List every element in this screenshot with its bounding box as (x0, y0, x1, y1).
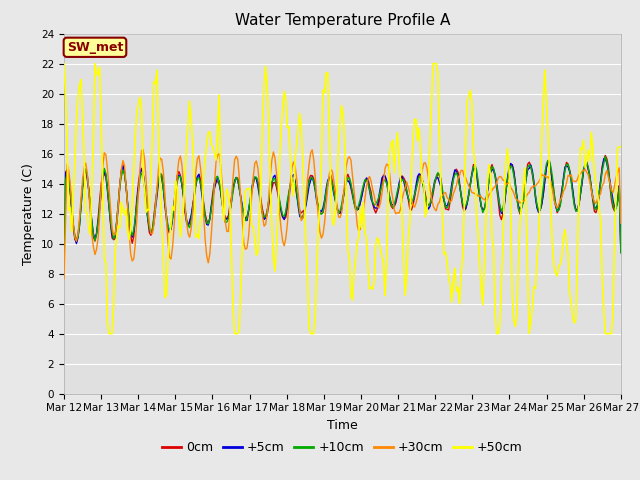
0cm (226, 202, 234, 208)
Line: +5cm: +5cm (64, 158, 621, 249)
+30cm (305, 161, 313, 167)
+5cm (226, 208, 234, 214)
+30cm (588, 188, 595, 193)
+10cm (602, 154, 609, 159)
+30cm (140, 147, 147, 153)
+50cm (130, 168, 138, 173)
+5cm (244, 208, 252, 214)
Line: 0cm: 0cm (64, 156, 621, 252)
+5cm (254, 183, 262, 189)
+5cm (303, 193, 311, 199)
0cm (129, 240, 136, 246)
0cm (602, 153, 609, 158)
0cm (244, 207, 252, 213)
+50cm (228, 253, 236, 259)
+5cm (129, 234, 136, 240)
0cm (617, 249, 625, 254)
Line: +10cm: +10cm (64, 156, 621, 253)
+30cm (246, 213, 254, 219)
0cm (254, 180, 262, 186)
+10cm (244, 207, 252, 213)
+30cm (255, 181, 263, 187)
Line: +50cm: +50cm (64, 63, 621, 334)
+10cm (226, 208, 234, 214)
Title: Water Temperature Profile A: Water Temperature Profile A (235, 13, 450, 28)
Y-axis label: Temperature (C): Temperature (C) (22, 163, 35, 264)
+10cm (254, 178, 262, 184)
+50cm (246, 187, 254, 193)
+50cm (105, 331, 113, 336)
+10cm (60, 250, 68, 256)
0cm (303, 190, 311, 195)
+10cm (586, 174, 594, 180)
+30cm (228, 195, 236, 201)
+5cm (602, 156, 609, 161)
+10cm (617, 250, 625, 256)
X-axis label: Time: Time (327, 419, 358, 432)
+50cm (255, 212, 263, 217)
+5cm (617, 246, 625, 252)
+10cm (129, 232, 136, 238)
+50cm (588, 129, 595, 135)
+5cm (60, 245, 68, 251)
0cm (586, 172, 594, 178)
+50cm (60, 60, 68, 66)
Line: +30cm: +30cm (64, 150, 621, 279)
Text: SW_met: SW_met (67, 41, 123, 54)
+50cm (617, 144, 625, 149)
+30cm (60, 276, 68, 282)
+30cm (129, 258, 136, 264)
+50cm (305, 325, 313, 331)
+10cm (303, 187, 311, 193)
Legend: 0cm, +5cm, +10cm, +30cm, +50cm: 0cm, +5cm, +10cm, +30cm, +50cm (157, 436, 528, 459)
+5cm (586, 173, 594, 179)
+30cm (617, 220, 625, 226)
0cm (60, 245, 68, 251)
